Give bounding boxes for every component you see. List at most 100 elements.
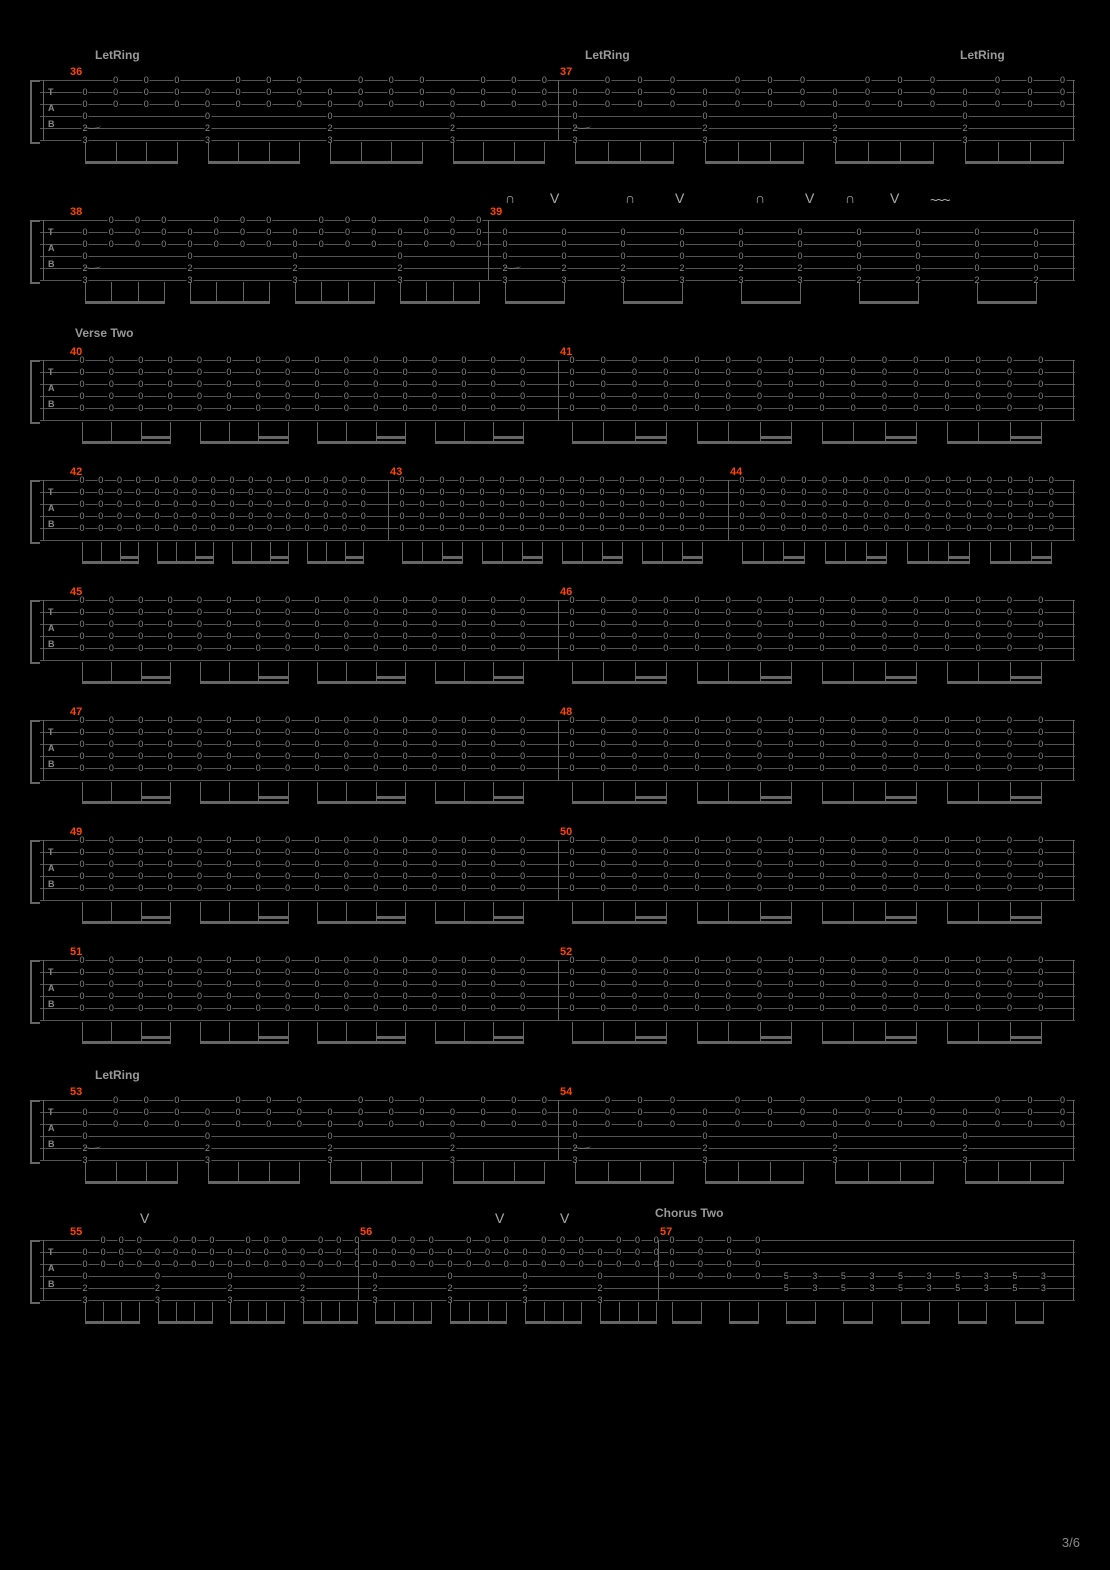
- fret-number: 0: [213, 227, 220, 237]
- fret-number: 0: [78, 715, 85, 725]
- fret-number: 0: [137, 715, 144, 725]
- fret-number: 0: [428, 1235, 435, 1245]
- fret-number: 3: [811, 1271, 818, 1281]
- fret-number: 0: [196, 871, 203, 881]
- fret-number: 0: [975, 727, 982, 737]
- fret-number: 0: [210, 523, 217, 533]
- fret-number: 0: [754, 1259, 761, 1269]
- fret-number: 2: [446, 1283, 453, 1293]
- barline: [43, 960, 44, 1020]
- fret-number: 0: [167, 607, 174, 617]
- fret-number: 0: [137, 619, 144, 629]
- fret-number: 0: [945, 499, 952, 509]
- fret-number: 0: [850, 643, 857, 653]
- fret-number: 0: [343, 847, 350, 857]
- fret-number: 0: [965, 523, 972, 533]
- fret-number: 0: [756, 991, 763, 1001]
- fret-number: 2: [186, 263, 193, 273]
- fret-number: 0: [265, 87, 272, 97]
- stroke-down-icon: ∩: [505, 190, 515, 206]
- fret-number: 0: [196, 847, 203, 857]
- fret-number: 0: [756, 955, 763, 965]
- fret-number: 0: [787, 955, 794, 965]
- fret-number: 0: [372, 835, 379, 845]
- fret-number: 0: [402, 883, 409, 893]
- tab-clef-t: T: [48, 226, 54, 238]
- fret-number: 0: [343, 355, 350, 365]
- fret-number: 0: [787, 763, 794, 773]
- fret-number: 0: [831, 87, 838, 97]
- fret-number: 0: [662, 403, 669, 413]
- fret-number: 0: [1032, 251, 1039, 261]
- fret-number: 0: [81, 1107, 88, 1117]
- barline: [558, 840, 559, 900]
- fret-number: 0: [510, 99, 517, 109]
- fret-number: 0: [619, 227, 626, 237]
- tab-clef-t: T: [48, 846, 54, 858]
- fret-number: 0: [343, 1003, 350, 1013]
- fret-number: 0: [396, 227, 403, 237]
- fret-number: 0: [173, 87, 180, 97]
- fret-number: 0: [693, 847, 700, 857]
- fret-number: 0: [78, 751, 85, 761]
- fret-number: 0: [600, 367, 607, 377]
- fret-number: 0: [460, 979, 467, 989]
- fret-number: 0: [255, 367, 262, 377]
- fret-number: 0: [116, 487, 123, 497]
- fret-number: 2: [204, 123, 211, 133]
- fret-number: 0: [1006, 991, 1013, 1001]
- fret-number: 0: [341, 499, 348, 509]
- fret-number: 0: [303, 523, 310, 533]
- fret-number: 0: [431, 595, 438, 605]
- fret-number: 0: [313, 883, 320, 893]
- fret-number: 0: [634, 1259, 641, 1269]
- fret-number: 0: [658, 475, 665, 485]
- fret-number: 0: [1006, 835, 1013, 845]
- fret-number: 0: [986, 487, 993, 497]
- fret-number: 0: [134, 215, 141, 225]
- fret-number: 0: [943, 955, 950, 965]
- fret-number: 0: [1007, 511, 1014, 521]
- fret-number: 0: [490, 835, 497, 845]
- system-bracket: [30, 960, 40, 1024]
- fret-number: 0: [78, 739, 85, 749]
- fret-number: 0: [235, 87, 242, 97]
- fret-number: 0: [343, 595, 350, 605]
- tab-staff: TAB5300023000000000000230000000000002300…: [40, 1100, 1075, 1160]
- fret-number: 0: [118, 1259, 125, 1269]
- fret-number: 0: [701, 1119, 708, 1129]
- fret-number: 0: [167, 835, 174, 845]
- fret-number: 0: [284, 367, 291, 377]
- fret-number: 0: [1006, 391, 1013, 401]
- fret-number: 0: [855, 263, 862, 273]
- fret-number: 0: [986, 499, 993, 509]
- fret-number: 0: [228, 499, 235, 509]
- fret-number: 0: [449, 1107, 456, 1117]
- fret-number: 0: [343, 763, 350, 773]
- fret-number: 0: [204, 1107, 211, 1117]
- fret-number: 0: [172, 1247, 179, 1257]
- barline: [1073, 600, 1074, 660]
- fret-number: 0: [341, 475, 348, 485]
- fret-number: 0: [490, 727, 497, 737]
- fret-number: 0: [313, 835, 320, 845]
- fret-number: 0: [255, 883, 262, 893]
- fret-number: 0: [881, 595, 888, 605]
- fret-number: 0: [313, 751, 320, 761]
- fret-number: 0: [78, 1003, 85, 1013]
- fret-number: 0: [883, 475, 890, 485]
- system-bracket: [30, 720, 40, 784]
- fret-number: 0: [196, 751, 203, 761]
- fret-number: 0: [1059, 1107, 1066, 1117]
- fret-number: 0: [1048, 499, 1055, 509]
- fret-number: 0: [881, 883, 888, 893]
- fret-number: 0: [1006, 847, 1013, 857]
- fret-number: 0: [353, 1259, 360, 1269]
- fret-number: 0: [631, 727, 638, 737]
- fret-number: 0: [490, 859, 497, 869]
- fret-number: 0: [418, 499, 425, 509]
- fret-number: 0: [160, 239, 167, 249]
- fret-number: 0: [881, 619, 888, 629]
- fret-number: 0: [431, 739, 438, 749]
- fret-number: 0: [372, 715, 379, 725]
